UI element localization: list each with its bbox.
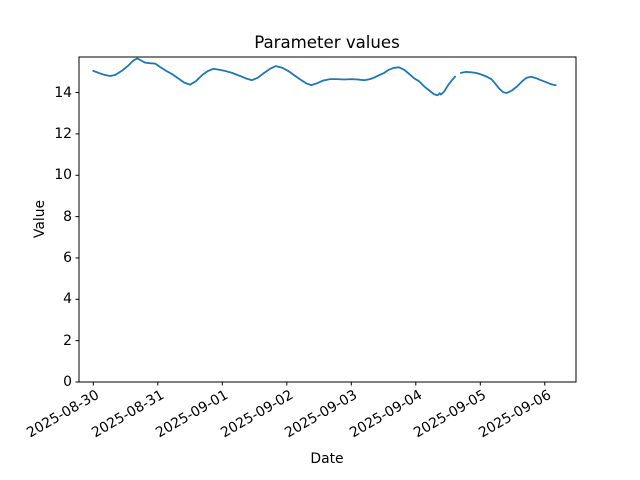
y-tick-label: 2 [63,332,72,349]
y-tick-label: 12 [54,125,72,142]
chart-title: Parameter values [254,33,400,52]
data-line [92,57,457,97]
data-line [459,71,557,94]
y-tick-label: 14 [54,84,72,101]
axes-spines [78,56,577,383]
x-axis-label: Date [310,451,344,467]
y-tick-label: 4 [63,291,72,308]
y-tick-label: 6 [63,249,72,266]
y-tick-label: 10 [54,167,72,184]
y-tick-label: 8 [63,208,72,225]
y-tick-label: 0 [63,374,72,390]
